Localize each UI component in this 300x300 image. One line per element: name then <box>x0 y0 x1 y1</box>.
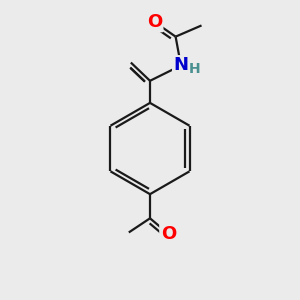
Text: N: N <box>173 56 188 74</box>
Text: H: H <box>189 62 201 76</box>
Text: O: O <box>160 225 176 243</box>
Text: O: O <box>147 13 162 31</box>
